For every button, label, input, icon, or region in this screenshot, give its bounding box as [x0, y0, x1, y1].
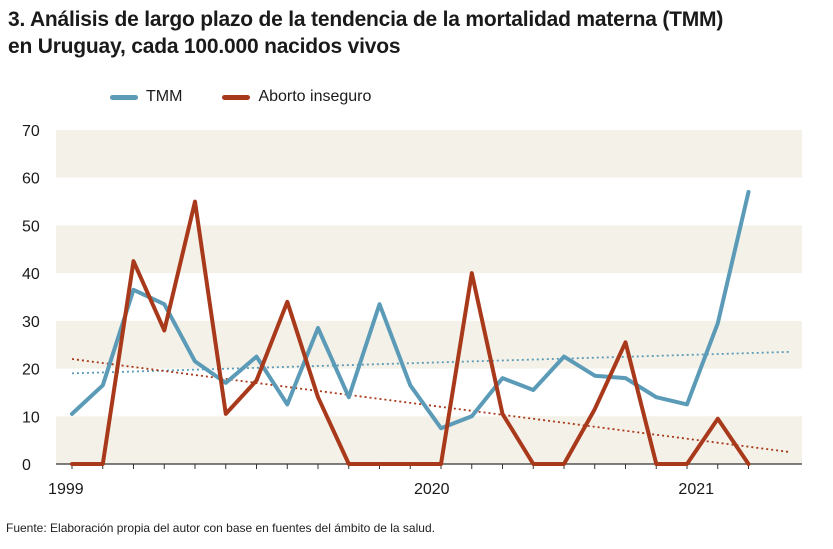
series-lines	[70, 190, 751, 466]
point-tmm-7	[286, 403, 289, 406]
legend-item-tmm: TMM	[110, 88, 182, 106]
y-tick-label-30: 30	[22, 314, 40, 331]
legend-swatch-tmm	[110, 94, 138, 100]
point-tmm-8	[316, 326, 320, 330]
point-tmm-20	[685, 403, 689, 406]
point-tmm-14	[501, 376, 504, 380]
y-tick-label-70: 70	[22, 123, 40, 140]
grid-band-0	[56, 416, 802, 464]
legend-label-aborto: Aborto inseguro	[258, 88, 372, 105]
title-line-2: en Uruguay, cada 100.000 nacidos vivos	[8, 35, 401, 58]
x-axis-ticks: 1999 2020 2021	[48, 481, 714, 498]
y-axis-ticks: 0 10 20 30 40 50 60 70	[22, 123, 40, 474]
source-note: Fuente: Elaboración propia del autor con…	[6, 521, 435, 535]
grid-bands	[56, 130, 802, 464]
y-tick-label-10: 10	[22, 409, 40, 426]
point-tmm-11	[409, 384, 412, 387]
x-tick-label-1999: 1999	[48, 481, 84, 498]
trendline-aborto	[71, 358, 791, 453]
point-aborto-5	[224, 412, 227, 416]
point-tmm-17	[593, 374, 596, 377]
point-aborto-12	[439, 462, 443, 466]
point-tmm-21	[716, 322, 719, 325]
point-aborto-22	[747, 462, 750, 466]
point-tmm-2	[132, 288, 135, 292]
point-aborto-6	[255, 379, 258, 382]
x-tick-label-2021: 2021	[678, 481, 714, 498]
y-tick-label-60: 60	[22, 171, 40, 188]
point-aborto-16	[562, 462, 566, 466]
point-tmm-18	[624, 376, 627, 380]
x-tick-label-2020: 2020	[414, 481, 450, 498]
point-aborto-18	[624, 341, 627, 344]
point-tmm-12	[439, 427, 443, 430]
legend-swatch-aborto	[222, 94, 251, 100]
point-aborto-0	[70, 462, 74, 466]
point-aborto-8	[316, 396, 320, 399]
point-tmm-13	[470, 415, 473, 418]
point-aborto-13	[470, 271, 473, 275]
grid-band-60	[56, 130, 802, 178]
y-tick-label-40: 40	[22, 266, 40, 283]
point-aborto-14	[501, 412, 504, 416]
point-aborto-21	[716, 417, 719, 420]
point-tmm-15	[532, 388, 535, 392]
point-aborto-15	[532, 462, 535, 466]
point-tmm-22	[747, 190, 750, 194]
point-aborto-7	[286, 300, 289, 303]
y-tick-label-50: 50	[22, 218, 40, 235]
point-tmm-6	[255, 355, 258, 358]
grid-band-20	[56, 320, 802, 369]
point-tmm-10	[378, 302, 381, 306]
title-line-1: 3. Análisis de largo plazo de la tendenc…	[8, 8, 724, 31]
legend-label-tmm: TMM	[146, 88, 183, 105]
point-tmm-9	[347, 396, 350, 399]
grid-band-40	[56, 225, 802, 274]
point-aborto-4	[193, 200, 197, 203]
legend: TMM Aborto inseguro	[110, 86, 411, 108]
point-aborto-11	[409, 462, 412, 466]
point-aborto-19	[655, 462, 658, 466]
point-aborto-3	[163, 329, 166, 332]
y-tick-label-20: 20	[22, 362, 40, 379]
point-aborto-2	[132, 260, 135, 263]
point-aborto-10	[378, 462, 381, 466]
chart-title: 3. Análisis de largo plazo de la tendenc…	[8, 6, 828, 60]
point-tmm-4	[193, 360, 197, 363]
point-aborto-17	[593, 407, 596, 411]
point-tmm-3	[163, 302, 166, 306]
point-aborto-20	[685, 462, 689, 466]
point-tmm-16	[562, 355, 566, 358]
point-tmm-5	[224, 381, 227, 385]
point-tmm-0	[70, 412, 74, 416]
legend-item-aborto: Aborto inseguro	[222, 88, 371, 106]
trendlines	[71, 350, 791, 453]
y-tick-label-0: 0	[22, 457, 31, 474]
point-tmm-19	[655, 396, 658, 399]
point-aborto-1	[101, 462, 104, 466]
point-aborto-9	[347, 462, 350, 466]
point-tmm-1	[101, 384, 104, 387]
